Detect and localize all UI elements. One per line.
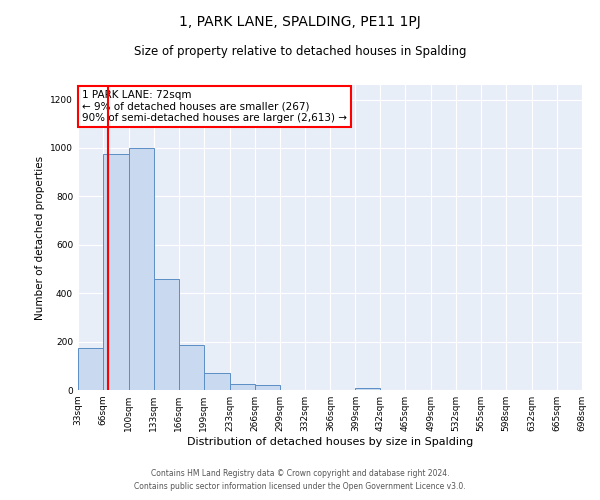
X-axis label: Distribution of detached houses by size in Spalding: Distribution of detached houses by size …: [187, 437, 473, 447]
Bar: [230, 384, 254, 390]
Bar: [204, 373, 230, 390]
Text: Size of property relative to detached houses in Spalding: Size of property relative to detached ho…: [134, 45, 466, 58]
Bar: [154, 278, 179, 390]
Text: Contains public sector information licensed under the Open Government Licence v3: Contains public sector information licen…: [134, 482, 466, 491]
Bar: [179, 345, 204, 390]
Bar: [355, 388, 380, 390]
Bar: [103, 154, 129, 390]
Bar: [254, 385, 280, 390]
Bar: [129, 148, 154, 390]
Text: 1 PARK LANE: 72sqm
← 9% of detached houses are smaller (267)
90% of semi-detache: 1 PARK LANE: 72sqm ← 9% of detached hous…: [82, 90, 347, 123]
Text: Contains HM Land Registry data © Crown copyright and database right 2024.: Contains HM Land Registry data © Crown c…: [151, 468, 449, 477]
Y-axis label: Number of detached properties: Number of detached properties: [35, 156, 44, 320]
Text: 1, PARK LANE, SPALDING, PE11 1PJ: 1, PARK LANE, SPALDING, PE11 1PJ: [179, 15, 421, 29]
Bar: [78, 348, 103, 390]
